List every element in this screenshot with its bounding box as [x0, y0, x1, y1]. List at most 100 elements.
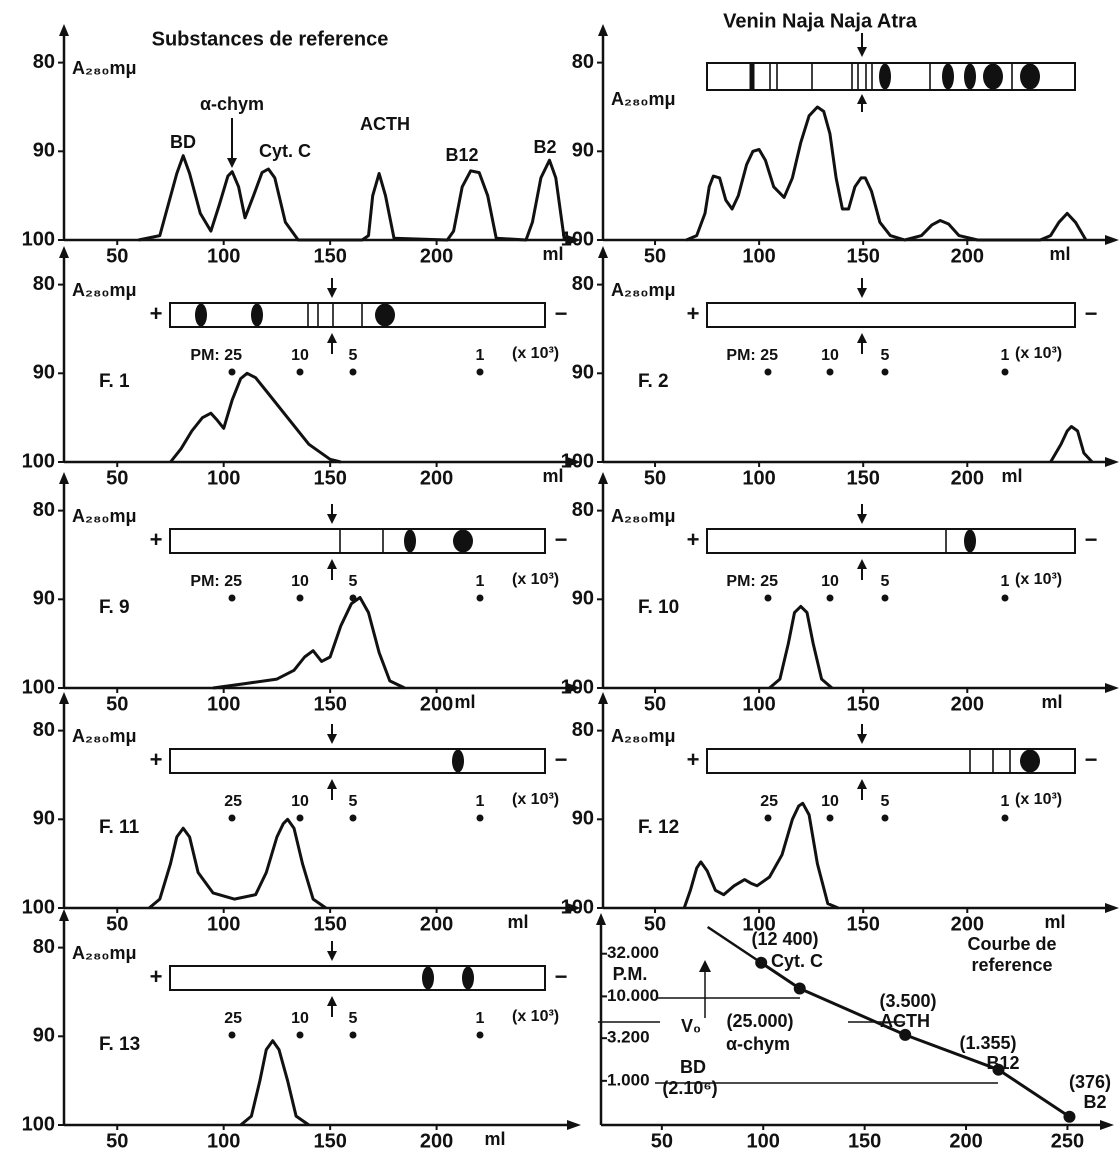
mw-dot	[297, 369, 304, 376]
x-tick-label: 100	[207, 467, 240, 489]
y-tick-label: 90	[33, 362, 55, 384]
x-tick-label: 200	[420, 693, 453, 715]
x-tick-label: 150	[313, 1130, 346, 1152]
point	[899, 1029, 911, 1041]
y-axis-label: A₂₈₀mμ	[72, 943, 137, 963]
annotation: BD	[170, 132, 196, 152]
mw-dot	[350, 815, 357, 822]
mw-dot	[229, 369, 236, 376]
elution-curve	[171, 373, 341, 462]
annotation: Cyt. C	[259, 141, 311, 161]
mw-dot	[477, 595, 484, 602]
mw-dot	[1002, 595, 1009, 602]
gel-band	[453, 530, 473, 553]
arrow-head	[857, 47, 867, 57]
elution-curve	[241, 1041, 309, 1125]
strip-sign: −	[1085, 301, 1098, 326]
annotation: B2	[533, 137, 556, 157]
mw-dot	[765, 369, 772, 376]
gel-band	[879, 64, 891, 90]
arrow-head	[1105, 457, 1119, 467]
x-tick-label: 150	[847, 467, 880, 489]
x-tick-label: 150	[847, 245, 880, 267]
gel-strip	[170, 529, 545, 553]
mw-label: 1	[1001, 347, 1010, 364]
arrow-head	[327, 996, 337, 1006]
y-axis-label: A₂₈₀mμ	[611, 506, 676, 526]
mw-unit: (x 10³)	[1015, 791, 1062, 808]
strip-sign: −	[555, 527, 568, 552]
gel-band	[375, 304, 395, 327]
gel-strip	[170, 749, 545, 773]
mw-unit: (x 10³)	[512, 571, 559, 588]
gel-band	[404, 530, 416, 553]
y-tick-label: 80	[33, 936, 55, 958]
panel-label: F. 9	[99, 597, 130, 618]
strip-sign: −	[1085, 527, 1098, 552]
annotation: (2.10⁶)	[662, 1078, 717, 1098]
x-axis-label: ml	[1049, 244, 1070, 264]
x-tick-label: 50	[651, 1130, 673, 1152]
x-tick-label: 100	[747, 1130, 780, 1152]
y-tick-label: 80	[572, 51, 594, 73]
elution-curve	[684, 803, 838, 908]
x-tick-label: 100	[742, 467, 775, 489]
strip-sign: +	[687, 527, 700, 552]
point	[755, 957, 767, 969]
x-tick-label: 150	[848, 1130, 881, 1152]
x-tick-label: 50	[644, 245, 666, 267]
x-tick-label: 50	[644, 693, 666, 715]
mw-label: 10	[821, 347, 839, 364]
x-tick-label: 100	[207, 693, 240, 715]
annotation: (12 400)	[751, 929, 818, 949]
y-tick-label: 100	[22, 228, 55, 250]
mw-dot	[477, 1032, 484, 1039]
mw-label: 1	[1001, 793, 1010, 810]
annotation: (376)	[1069, 1072, 1111, 1092]
x-tick-label: 100	[207, 1130, 240, 1152]
arrow-head	[327, 559, 337, 569]
mw-label: 1	[476, 793, 485, 810]
gel-band	[462, 967, 474, 990]
mw-label: 10	[291, 347, 309, 364]
mw-label: 5	[881, 793, 890, 810]
x-tick-label: 200	[951, 913, 984, 935]
arrow-head	[1100, 1120, 1114, 1130]
mw-label: 5	[881, 347, 890, 364]
mw-dot	[229, 595, 236, 602]
gel-strip	[707, 529, 1075, 553]
mw-label: 25	[224, 793, 242, 810]
arrow-head	[59, 24, 69, 36]
mw-label: 1	[1001, 573, 1010, 590]
y-tick-label: 1.000	[607, 1070, 650, 1089]
elution-curve	[770, 606, 833, 688]
strip-sign: +	[687, 747, 700, 772]
mw-dot	[827, 369, 834, 376]
mw-label: 5	[349, 347, 358, 364]
gel-band	[964, 64, 976, 90]
x-tick-label: 50	[106, 467, 128, 489]
mw-label: 1	[476, 1010, 485, 1027]
y-tick-label: 90	[572, 362, 594, 384]
y-tick-label: 80	[572, 499, 594, 521]
arrow-head	[857, 734, 867, 744]
x-tick-label: 100	[207, 913, 240, 935]
gel-band	[1020, 64, 1040, 90]
annotation: Courbe de	[967, 934, 1056, 954]
y-tick-label: 80	[572, 273, 594, 295]
elution-curve	[213, 598, 405, 689]
mw-label: 25	[760, 793, 778, 810]
annotation: V₀	[681, 1016, 701, 1036]
elution-curve	[139, 156, 565, 240]
arrow-head	[327, 333, 337, 343]
annotation: P.M.	[613, 964, 648, 984]
panel-label: F. 11	[99, 817, 140, 838]
elution-curve	[149, 819, 326, 908]
x-tick-label: 200	[951, 245, 984, 267]
arrow-head	[857, 94, 867, 104]
y-tick-label: 90	[572, 140, 594, 162]
mw-dot	[350, 369, 357, 376]
y-axis-label: A₂₈₀mμ	[611, 280, 676, 300]
y-tick-label: 90	[33, 588, 55, 610]
strip-sign: +	[150, 301, 163, 326]
